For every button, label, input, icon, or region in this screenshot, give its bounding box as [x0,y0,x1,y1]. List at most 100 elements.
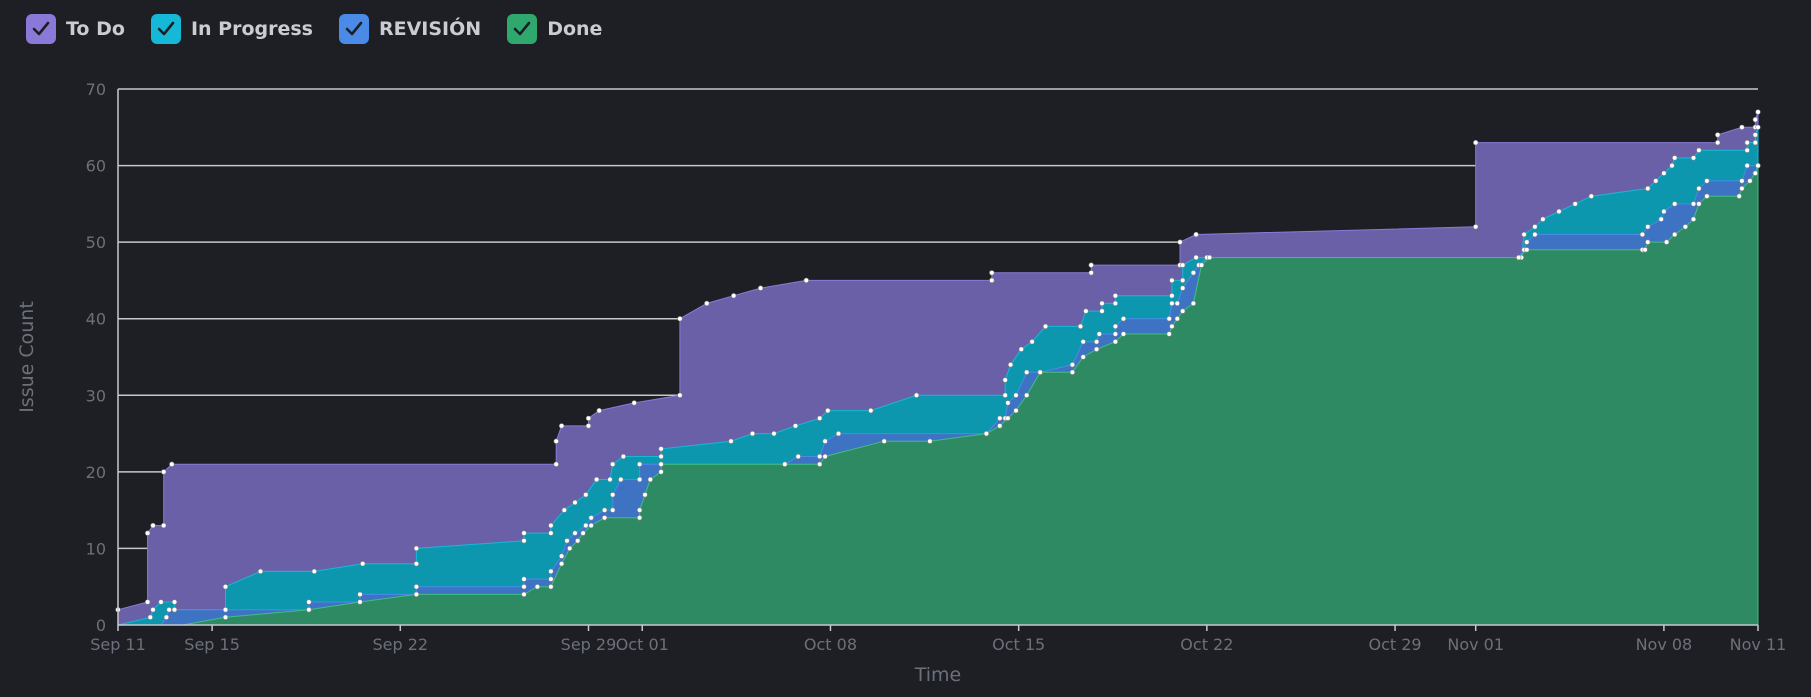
data-point[interactable] [553,461,559,467]
data-point[interactable] [677,392,683,398]
data-point[interactable] [161,522,167,529]
data-point[interactable] [1696,147,1702,153]
data-point[interactable] [561,507,567,513]
data-point[interactable] [564,538,570,544]
data-point[interactable] [548,584,554,590]
data-point[interactable] [618,476,624,483]
data-point[interactable] [413,561,420,567]
data-point[interactable] [636,461,643,467]
data-point[interactable] [1180,308,1186,314]
data-point[interactable] [1088,270,1094,276]
data-point[interactable] [658,446,664,452]
data-point[interactable] [1080,354,1086,360]
data-point[interactable] [222,614,229,620]
data-point[interactable] [534,584,541,590]
data-point[interactable] [636,476,643,483]
data-point[interactable] [881,438,887,444]
data-point[interactable] [1653,178,1659,184]
data-point[interactable] [1645,224,1651,230]
data-point[interactable] [1645,239,1651,245]
data-point[interactable] [1672,155,1678,161]
data-point[interactable] [1690,216,1697,222]
data-point[interactable] [583,522,589,529]
data-point[interactable] [1682,224,1688,230]
data-point[interactable] [1206,254,1213,261]
legend-checkbox-revision[interactable] [338,14,369,44]
data-point[interactable] [558,561,565,567]
data-point[interactable] [1747,178,1753,184]
data-point[interactable] [997,423,1003,429]
data-point[interactable] [1516,254,1522,261]
data-point[interactable] [1739,124,1745,130]
data-point[interactable] [1524,239,1530,245]
data-point[interactable] [1112,331,1118,337]
data-point[interactable] [585,415,592,421]
data-point[interactable] [1112,323,1118,330]
data-point[interactable] [1024,369,1030,375]
data-point[interactable] [171,607,178,613]
data-point[interactable] [1093,339,1100,345]
data-point[interactable] [1099,300,1105,307]
data-point[interactable] [596,408,602,414]
data-point[interactable] [1669,163,1675,169]
data-point[interactable] [161,469,167,475]
data-point[interactable] [1736,193,1742,199]
data-point[interactable] [1002,377,1008,383]
data-point[interactable] [583,492,589,498]
data-point[interactable] [357,599,363,605]
data-point[interactable] [548,576,554,582]
data-point[interactable] [1672,231,1678,238]
data-point[interactable] [1663,239,1670,245]
legend-checkbox-in-progress[interactable] [150,14,181,44]
data-point[interactable] [1190,300,1196,307]
data-point[interactable] [1174,300,1180,307]
data-point[interactable] [1521,231,1527,238]
data-point[interactable] [1177,239,1183,245]
data-point[interactable] [1018,346,1024,352]
data-point[interactable] [357,591,363,598]
data-point[interactable] [997,415,1003,421]
data-point[interactable] [1077,323,1084,330]
data-point[interactable] [1042,323,1049,330]
data-point[interactable] [989,270,995,276]
legend-item-done[interactable]: Done [507,14,602,44]
data-point[interactable] [1739,178,1745,184]
data-point[interactable] [782,461,788,467]
data-point[interactable] [311,568,317,575]
data-point[interactable] [588,522,594,529]
data-point[interactable] [1037,369,1043,375]
data-point[interactable] [166,607,172,613]
data-point[interactable] [553,438,559,444]
data-point[interactable] [1755,109,1761,115]
data-point[interactable] [601,515,608,521]
data-point[interactable] [1083,308,1089,314]
data-point[interactable] [1013,392,1019,398]
data-point[interactable] [1112,300,1118,307]
data-point[interactable] [1739,185,1745,192]
data-point[interactable] [413,584,420,590]
data-point[interactable] [1180,285,1186,291]
data-point[interactable] [1193,254,1199,261]
data-point[interactable] [795,453,801,460]
data-point[interactable] [825,408,831,414]
data-point[interactable] [521,530,527,536]
data-point[interactable] [989,277,995,284]
data-point[interactable] [163,614,169,620]
data-point[interactable] [1572,201,1578,207]
data-point[interactable] [1174,316,1180,322]
data-point[interactable] [792,423,799,429]
data-point[interactable] [572,499,578,506]
data-point[interactable] [728,438,734,444]
data-point[interactable] [575,538,581,544]
legend-checkbox-done[interactable] [507,14,538,44]
data-point[interactable] [757,285,764,291]
data-point[interactable] [1099,308,1105,314]
data-point[interactable] [1013,408,1019,414]
data-point[interactable] [171,599,178,605]
data-point[interactable] [1752,140,1758,146]
data-point[interactable] [567,545,573,552]
data-point[interactable] [1166,331,1172,337]
data-point[interactable] [413,591,420,598]
data-point[interactable] [145,530,151,536]
data-point[interactable] [817,461,823,467]
